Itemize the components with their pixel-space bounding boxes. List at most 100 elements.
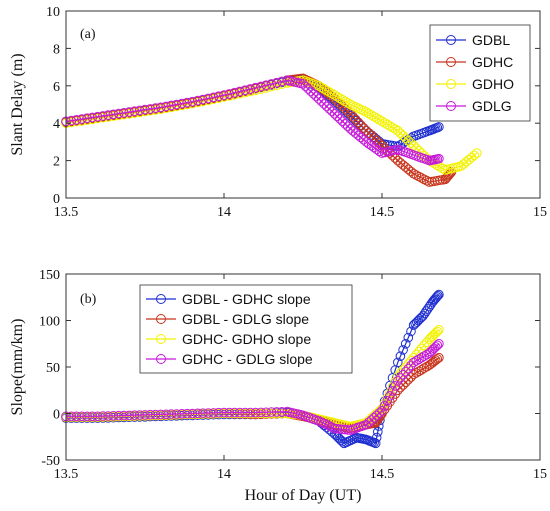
data-point — [235, 407, 245, 418]
data-point — [411, 356, 422, 366]
data-point — [250, 82, 261, 93]
data-point — [366, 110, 377, 120]
data-point — [361, 419, 372, 430]
data-point — [321, 101, 332, 112]
legend: GDBL - GDHC slope GDBL - GDLG slope GDHC- … — [139, 284, 353, 374]
data-point — [418, 311, 428, 321]
legend-item: GDBL - GDHC slope — [146, 291, 311, 307]
data-point — [329, 90, 340, 100]
data-point — [415, 314, 425, 324]
data-point — [423, 304, 433, 314]
data-point — [277, 407, 287, 417]
data-point — [403, 135, 414, 146]
data-point — [192, 408, 203, 419]
data-point — [340, 96, 350, 107]
legend-item: GDHO — [436, 76, 514, 92]
x-axis-title: Hour of Day (UT) — [245, 487, 362, 504]
data-point — [430, 342, 441, 352]
panel-b: 13.5 14 14.5 15 -50 0 50 100 150 Slope(mm/km) (b) G… — [9, 268, 547, 482]
data-point — [364, 128, 374, 138]
data-point — [387, 122, 398, 133]
data-point — [434, 339, 444, 349]
y-tick-label: 6 — [53, 80, 60, 95]
data-point — [250, 407, 261, 418]
data-point — [321, 85, 332, 96]
data-point — [395, 373, 406, 383]
x-tick-label: 14.5 — [370, 467, 395, 482]
data-point — [370, 438, 381, 449]
data-point — [433, 290, 443, 301]
data-point — [66, 115, 77, 126]
data-point — [382, 119, 393, 130]
data-point — [134, 105, 145, 116]
data-point — [177, 409, 187, 419]
y-tick-label: -50 — [41, 454, 60, 469]
data-point — [213, 407, 224, 418]
x-tick-label: 14 — [217, 205, 231, 220]
data-point — [373, 427, 383, 437]
data-point — [335, 93, 345, 104]
data-point — [339, 438, 349, 449]
data-point — [203, 408, 213, 418]
data-point — [192, 95, 203, 106]
data-point — [408, 357, 419, 368]
data-point — [66, 411, 77, 422]
data-point — [398, 130, 408, 141]
data-point — [400, 339, 411, 349]
legend-label: GDBL - GDLG slope — [182, 311, 309, 327]
data-point — [353, 117, 364, 128]
data-point — [398, 345, 408, 355]
y-tick-label: 0 — [53, 192, 60, 207]
data-point — [140, 104, 150, 115]
data-point — [82, 411, 92, 422]
data-point — [198, 408, 208, 419]
data-point — [119, 108, 129, 118]
data-point — [419, 351, 429, 362]
data-point — [430, 328, 441, 338]
data-point — [434, 352, 444, 363]
legend-item: GDHC- GDHO slope — [146, 331, 311, 347]
data-point — [358, 105, 369, 116]
data-point — [240, 85, 250, 95]
x-tick-label: 14 — [217, 467, 231, 482]
data-point — [235, 86, 245, 97]
data-point — [406, 138, 416, 148]
data-point — [187, 408, 198, 419]
data-point — [411, 170, 422, 180]
data-point — [361, 107, 372, 117]
data-point — [336, 435, 346, 446]
data-point — [379, 398, 390, 409]
data-point — [208, 408, 219, 418]
data-point — [430, 355, 441, 366]
data-point — [256, 407, 266, 418]
data-point — [314, 94, 324, 104]
data-point — [245, 84, 256, 94]
data-point — [356, 120, 366, 130]
data-point — [140, 410, 150, 420]
data-point — [472, 148, 482, 158]
data-point — [316, 96, 327, 107]
data-point — [240, 407, 250, 418]
legend-swatch-marker — [156, 354, 166, 364]
data-point — [364, 139, 374, 149]
data-point — [337, 95, 348, 105]
data-point — [374, 408, 385, 418]
data-point — [203, 93, 213, 104]
data-point — [306, 86, 316, 97]
data-point — [371, 410, 382, 421]
data-point — [379, 118, 390, 128]
data-point — [266, 79, 277, 89]
data-point — [271, 407, 282, 417]
data-point — [377, 116, 387, 127]
data-point — [411, 143, 422, 153]
data-point — [432, 292, 442, 302]
legend-label: GDHO — [472, 76, 514, 92]
data-point — [387, 386, 398, 396]
data-point — [353, 103, 364, 113]
data-point — [229, 407, 240, 418]
data-point — [348, 111, 358, 122]
y-tick-label: 100 — [39, 315, 60, 330]
legend-item: GDHC - GDLG slope — [146, 351, 313, 367]
legend-item: GDBL - GDLG slope — [146, 311, 309, 327]
data-point — [219, 90, 229, 100]
